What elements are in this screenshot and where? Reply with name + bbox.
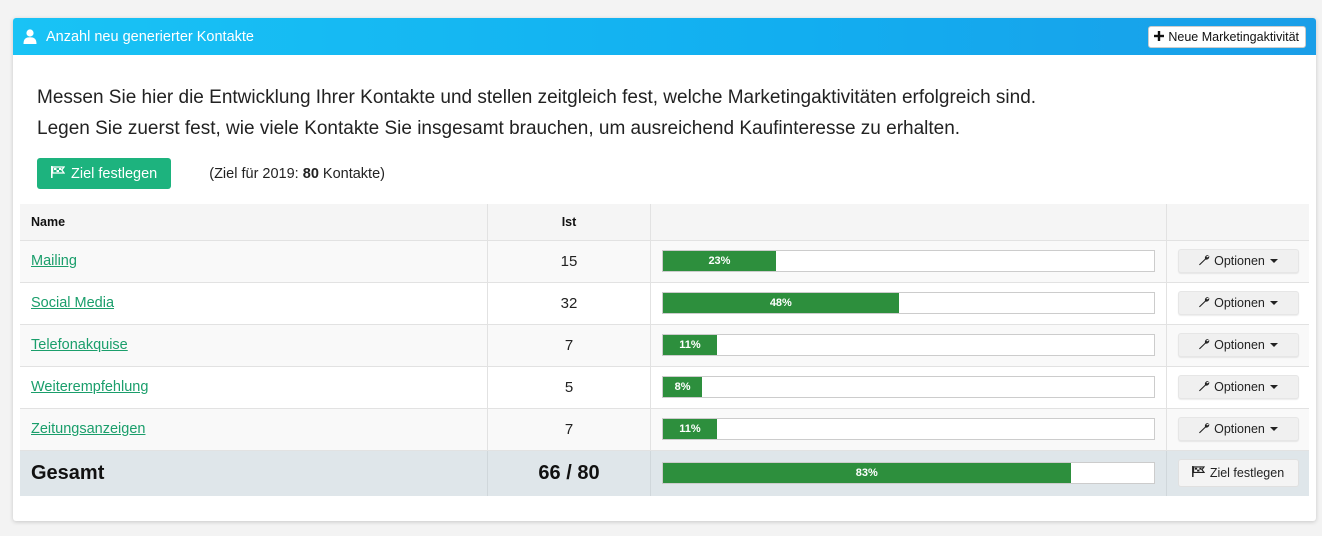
progress-label: 23%	[708, 255, 731, 267]
flag-icon	[1191, 466, 1205, 480]
progress-label: 11%	[679, 339, 701, 351]
activities-table: Name Ist Mailing 15 23% Optionen Social …	[20, 204, 1309, 496]
total-progress-bar: 83%	[662, 462, 1155, 485]
column-header-ist: Ist	[487, 204, 651, 241]
panel-header: Anzahl neu generierter Kontakte Neue Mar…	[13, 18, 1316, 55]
total-set-goal-label: Ziel festlegen	[1209, 466, 1285, 481]
progress-bar: 48%	[662, 292, 1155, 314]
wrench-icon	[1198, 338, 1210, 353]
wrench-icon	[1198, 254, 1210, 269]
progress-bar: 8%	[662, 376, 1155, 398]
activity-link[interactable]: Social Media	[31, 295, 115, 311]
caret-down-icon	[1269, 385, 1278, 389]
options-button[interactable]: Optionen	[1177, 417, 1299, 441]
options-label: Optionen	[1214, 254, 1265, 268]
table-row: Zeitungsanzeigen 7 11% Optionen	[20, 408, 1309, 450]
set-goal-label: Ziel festlegen	[71, 165, 158, 182]
progress-fill: 8%	[663, 377, 703, 397]
user-icon	[23, 29, 37, 44]
activity-ist: 15	[487, 240, 651, 282]
caret-down-icon	[1269, 427, 1278, 431]
goal-suffix: Kontakte)	[318, 165, 385, 182]
wrench-icon	[1198, 296, 1210, 311]
activity-link[interactable]: Mailing	[31, 253, 77, 269]
options-button[interactable]: Optionen	[1177, 375, 1299, 399]
progress-bar: 23%	[662, 250, 1155, 272]
activity-link[interactable]: Zeitungsanzeigen	[31, 421, 146, 437]
wrench-icon	[1198, 422, 1210, 437]
contacts-panel: Anzahl neu generierter Kontakte Neue Mar…	[13, 18, 1316, 521]
table-row: Mailing 15 23% Optionen	[20, 240, 1309, 282]
flag-icon	[51, 165, 66, 182]
activity-ist: 32	[487, 282, 651, 324]
table-header-row: Name Ist	[20, 204, 1309, 241]
activity-ist: 7	[487, 324, 651, 366]
intro-line-1: Messen Sie hier die Entwicklung Ihrer Ko…	[37, 87, 1037, 108]
options-label: Optionen	[1214, 422, 1265, 436]
progress-label: 8%	[674, 381, 691, 393]
panel-title: Anzahl neu generierter Kontakte	[46, 28, 254, 45]
options-button[interactable]: Optionen	[1177, 333, 1299, 357]
total-set-goal-button[interactable]: Ziel festlegen	[1177, 459, 1299, 488]
total-label: Gesamt	[20, 450, 488, 496]
caret-down-icon	[1269, 301, 1278, 305]
set-goal-button[interactable]: Ziel festlegen	[37, 158, 172, 189]
options-label: Optionen	[1214, 380, 1265, 394]
activity-link[interactable]: Telefonakquise	[31, 337, 128, 353]
caret-down-icon	[1269, 259, 1278, 263]
table-row: Weiterempfehlung 5 8% Optionen	[20, 366, 1309, 408]
options-label: Optionen	[1214, 296, 1265, 310]
options-button[interactable]: Optionen	[1177, 291, 1299, 315]
new-marketing-activity-button[interactable]: Neue Marketingaktivität	[1148, 25, 1306, 48]
progress-fill: 11%	[663, 419, 717, 439]
activity-ist: 5	[487, 366, 651, 408]
plus-icon	[1154, 30, 1165, 44]
activity-ist: 7	[487, 408, 651, 450]
column-header-progress	[650, 204, 1167, 241]
total-progress-label: 83%	[855, 467, 878, 480]
new-marketing-activity-label: Neue Marketingaktivität	[1168, 29, 1299, 44]
column-header-name: Name	[20, 204, 488, 241]
progress-fill: 48%	[663, 293, 899, 313]
intro-line-2: Legen Sie zuerst fest, wie viele Kontakt…	[37, 118, 961, 139]
options-label: Optionen	[1214, 338, 1265, 352]
caret-down-icon	[1269, 343, 1278, 347]
goal-row: Ziel festlegen (Ziel für 2019: 80 Kontak…	[37, 158, 1316, 189]
progress-label: 48%	[769, 297, 792, 309]
panel-title-group: Anzahl neu generierter Kontakte	[23, 29, 254, 45]
progress-fill: 11%	[663, 335, 717, 355]
progress-fill: 23%	[663, 251, 776, 271]
total-value: 66 / 80	[487, 450, 651, 496]
options-button[interactable]: Optionen	[1177, 249, 1299, 273]
goal-info: (Ziel für 2019: 80 Kontakte)	[209, 166, 385, 182]
wrench-icon	[1198, 380, 1210, 395]
total-progress-fill: 83%	[663, 463, 1071, 484]
progress-bar: 11%	[662, 418, 1155, 440]
activity-link[interactable]: Weiterempfehlung	[31, 379, 149, 395]
table-row: Social Media 32 48% Optionen	[20, 282, 1309, 324]
intro-text: Messen Sie hier die Entwicklung Ihrer Ko…	[13, 55, 1316, 144]
progress-bar: 11%	[662, 334, 1155, 356]
total-row: Gesamt 66 / 80 83% Ziel festlegen	[20, 450, 1309, 496]
goal-prefix: (Ziel für 2019:	[209, 165, 303, 182]
goal-value: 80	[302, 165, 319, 182]
table-row: Telefonakquise 7 11% Optionen	[20, 324, 1309, 366]
column-header-actions	[1166, 204, 1309, 241]
progress-label: 11%	[679, 423, 701, 435]
